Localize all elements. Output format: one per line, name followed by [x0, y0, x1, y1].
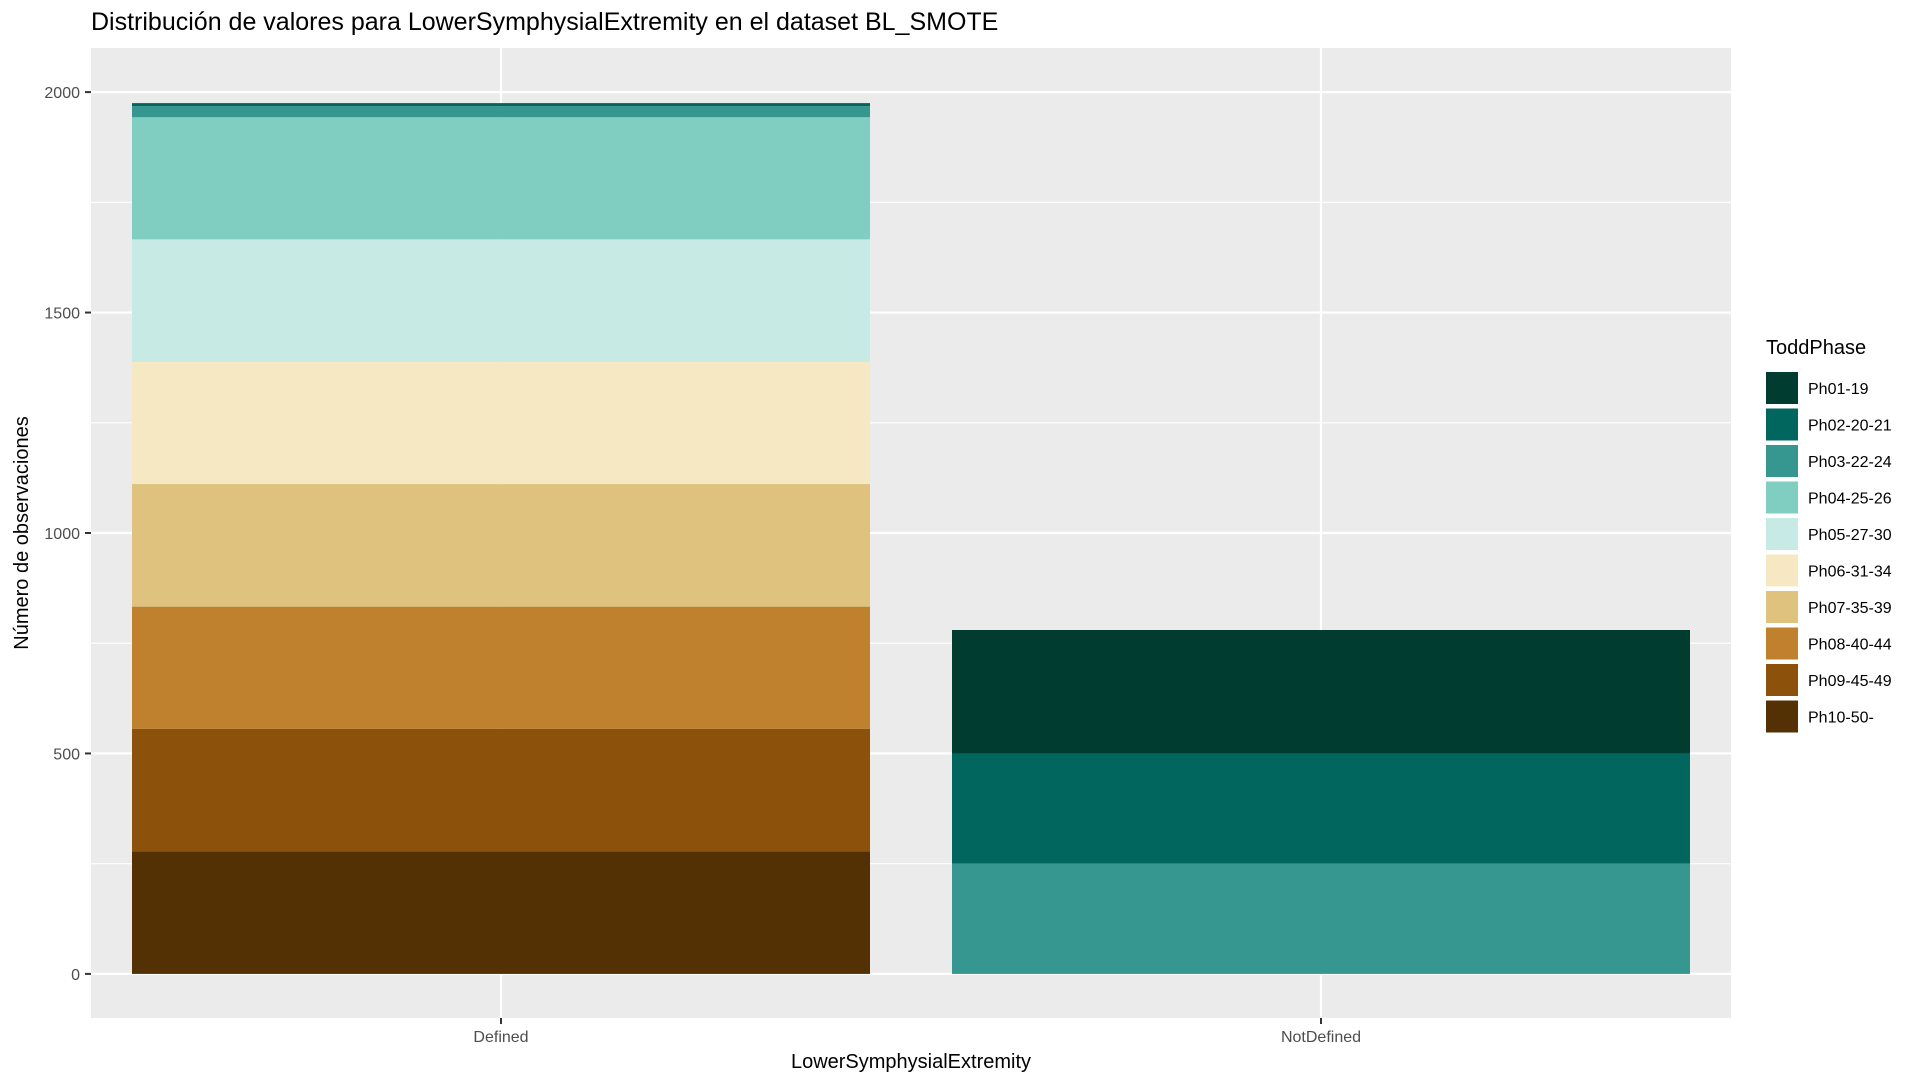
legend-items: Ph01-19 Ph02-20-21 Ph03-22-24 Ph04-25-26 Ph0…: [1766, 372, 1892, 733]
legend-key: [1766, 554, 1798, 587]
legend-title: ToddPhase: [1766, 337, 1866, 359]
legend-key: [1766, 408, 1798, 441]
x-tick-label: NotDefined: [1281, 1029, 1361, 1046]
legend-label: Ph02-20-21: [1808, 418, 1892, 435]
x-axis: Defined NotDefined: [473, 1018, 1361, 1046]
bar-segment: [952, 863, 1690, 974]
bar-segment: [132, 117, 870, 240]
legend-key: [1766, 481, 1798, 514]
bar-segment: [132, 728, 870, 852]
bar-segment: [952, 630, 1690, 754]
y-tick-label: 1500: [44, 306, 80, 323]
bar-segment: [132, 851, 870, 974]
legend-key: [1766, 518, 1798, 550]
bar-segment: [132, 103, 870, 107]
bar-segment: [132, 361, 870, 485]
bar-segment: [132, 239, 870, 362]
bar-segment: [952, 753, 1690, 864]
legend-label: Ph10-50-: [1808, 710, 1874, 727]
y-tick-label: 0: [71, 967, 80, 984]
legend-key: [1766, 627, 1798, 660]
y-tick-label: 500: [53, 746, 80, 763]
legend-label: Ph07-35-39: [1808, 600, 1892, 617]
bar-segment: [132, 606, 870, 729]
y-axis-label: Número de observaciones: [11, 416, 33, 649]
legend-label: Ph01-19: [1808, 381, 1869, 398]
legend-key: [1766, 372, 1798, 404]
y-axis: 0 500 1000 1500 2000: [44, 85, 91, 984]
legend: ToddPhase Ph01-19Ph02-20-21Ph03-22-24Ph0…: [1766, 337, 1892, 733]
x-tick-label: Defined: [473, 1029, 528, 1046]
legend-key: [1766, 700, 1798, 733]
legend-label: Ph05-27-30: [1808, 527, 1892, 544]
legend-label: Ph04-25-26: [1808, 491, 1892, 508]
y-tick-label: 1000: [44, 526, 80, 543]
legend-label: Ph03-22-24: [1808, 454, 1892, 471]
legend-label: Ph09-45-49: [1808, 673, 1892, 690]
legend-key: [1766, 445, 1798, 477]
bar-segment: [132, 484, 870, 607]
y-tick-label: 2000: [44, 85, 80, 102]
x-axis-label: LowerSymphysialExtremity: [791, 1051, 1031, 1073]
legend-key: [1766, 591, 1798, 623]
chart-title: Distribución de valores para LowerSymphy…: [91, 8, 998, 36]
bar-segment: [132, 106, 870, 118]
legend-key: [1766, 664, 1798, 696]
legend-label: Ph06-31-34: [1808, 564, 1892, 581]
bar-stacks: [132, 103, 1690, 974]
legend-label: Ph08-40-44: [1808, 637, 1892, 654]
